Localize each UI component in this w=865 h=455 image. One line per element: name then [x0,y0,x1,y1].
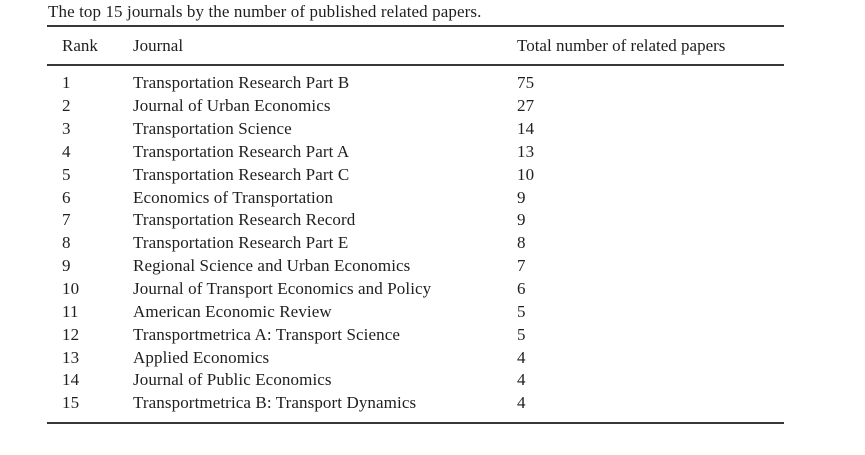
table-body: 1 Transportation Research Part B 75 2 Journa… [47,66,784,424]
row-paper-count: 14 [517,119,535,139]
row-paper-count: 4 [517,393,526,413]
row-paper-count: 13 [517,141,535,161]
table-row: 5 Transportation Research Part C 10 [47,163,784,186]
column-header-rank: Rank [62,35,98,55]
row-journal: Transportation Research Part C [133,164,350,184]
row-paper-count: 5 [517,301,526,321]
row-journal: Journal of Public Economics [133,370,332,390]
row-journal: Regional Science and Urban Economics [133,256,411,276]
row-rank: 5 [62,164,71,184]
row-journal: Transportation Science [133,119,292,139]
row-journal: Transportation Research Part B [133,73,350,93]
row-journal: Economics of Transportation [133,187,334,207]
table-row: 6 Economics of Transportation 9 [47,186,784,209]
row-journal: Transportmetrica A: Transport Science [133,324,401,344]
row-journal: Transportation Research Part A [133,141,350,161]
row-rank: 4 [62,141,71,161]
column-header-journal: Journal [133,35,184,55]
row-journal: Journal of Urban Economics [133,96,331,116]
table-row: 11 American Economic Review 5 [47,300,784,323]
row-paper-count: 9 [517,187,526,207]
row-paper-count: 7 [517,256,526,276]
table-row: 14 Journal of Public Economics 4 [47,369,784,392]
table-row: 1 Transportation Research Part B 75 [47,72,784,95]
row-rank: 3 [62,119,71,139]
column-header-total-papers: Total number of related papers [517,35,726,55]
row-rank: 11 [62,301,79,321]
row-journal: Applied Economics [133,347,270,367]
row-paper-count: 8 [517,233,526,253]
row-paper-count: 75 [517,73,535,93]
row-rank: 14 [62,370,80,390]
table-row: 3 Transportation Science 14 [47,118,784,141]
row-paper-count: 9 [517,210,526,230]
row-journal: Transportation Research Part E [133,233,349,253]
row-paper-count: 27 [517,96,535,116]
row-rank: 8 [62,233,71,253]
table-row: 2 Journal of Urban Economics 27 [47,95,784,118]
row-rank: 7 [62,210,71,230]
row-paper-count: 6 [517,279,526,299]
table-row: 10 Journal of Transport Economics and Pol… [47,278,784,301]
row-journal: Transportation Research Record [133,210,356,230]
row-rank: 12 [62,324,80,344]
row-rank: 13 [62,347,80,367]
table-row: 4 Transportation Research Part A 13 [47,141,784,164]
table-row: 8 Transportation Research Part E 8 [47,232,784,255]
journals-table: The top 15 journals by the number of pub… [47,2,784,424]
row-rank: 2 [62,96,71,116]
row-rank: 1 [62,73,71,93]
row-paper-count: 4 [517,347,526,367]
row-journal: Journal of Transport Economics and Polic… [133,279,432,299]
table-row: 13 Applied Economics 4 [47,346,784,369]
row-rank: 9 [62,256,71,276]
row-rank: 6 [62,187,71,207]
table-header-row: Rank Journal Total number of related pap… [47,25,784,66]
row-rank: 10 [62,279,80,299]
table-row: 9 Regional Science and Urban Economics 7 [47,255,784,278]
row-rank: 15 [62,393,80,413]
table-caption: The top 15 journals by the number of pub… [48,2,482,21]
row-paper-count: 10 [517,164,535,184]
table-row: 7 Transportation Research Record 9 [47,209,784,232]
row-paper-count: 5 [517,324,526,344]
row-paper-count: 4 [517,370,526,390]
table-row: 15 Transportmetrica B: Transport Dynamics… [47,392,784,415]
table-row: 12 Transportmetrica A: Transport Science 5 [47,323,784,346]
row-journal: American Economic Review [133,301,332,321]
row-journal: Transportmetrica B: Transport Dynamics [133,393,417,413]
